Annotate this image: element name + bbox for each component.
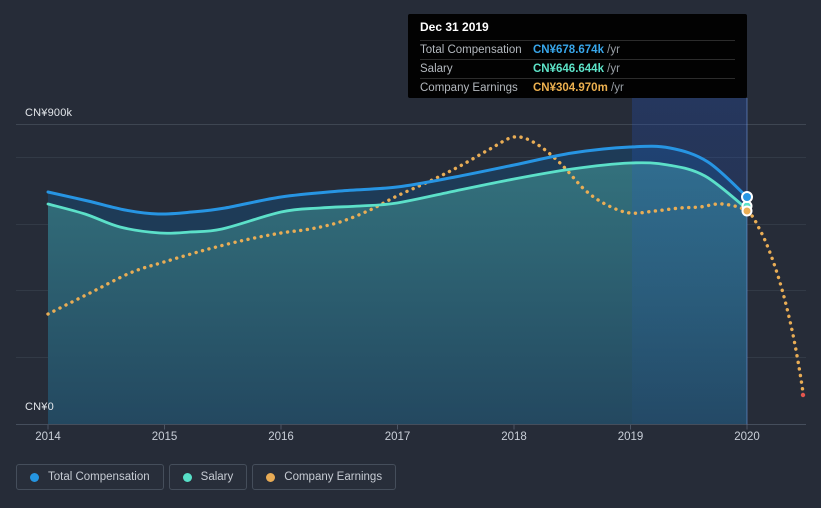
- salary-area: [48, 162, 747, 425]
- tooltip-row-label: Company Earnings: [420, 82, 518, 94]
- x-axis-label-2018: 2018: [501, 431, 527, 443]
- salary-dot-icon: [182, 472, 192, 482]
- tooltip-row-total-compensation: Total Compensation CN¥678.674k /yr: [420, 40, 735, 59]
- legend-item-label: Salary: [200, 471, 234, 483]
- total-compensation-dot-icon: [30, 472, 39, 482]
- legend-item-label: Total Compensation: [48, 471, 150, 483]
- salary-line: [46, 161, 749, 235]
- x-axis-labels: 2014 2015 2016 2017 2018 2019 2020: [0, 431, 821, 447]
- y-axis-label-zero: CN¥0: [25, 401, 54, 413]
- company-earnings-marker[interactable]: [741, 205, 753, 217]
- legend-item-label: Company Earnings: [284, 471, 383, 483]
- tooltip-row-suffix: /yr: [603, 44, 620, 56]
- tooltip-row-company-earnings: Company Earnings CN¥304.970m /yr: [420, 78, 735, 97]
- x-axis-label-2020: 2020: [734, 431, 760, 443]
- y-axis-label-max: CN¥900k: [25, 107, 73, 119]
- tooltip-row-salary: Salary CN¥646.644k /yr: [420, 59, 735, 78]
- x-axis: [16, 424, 806, 430]
- total-compensation-marker[interactable]: [741, 191, 753, 203]
- tooltip: Dec 31 2019 Total Compensation CN¥678.67…: [408, 14, 747, 98]
- tooltip-date: Dec 31 2019: [420, 20, 489, 34]
- x-axis-label-2014: 2014: [35, 431, 61, 443]
- legend-item-total-compensation[interactable]: Total Compensation: [16, 464, 164, 490]
- tooltip-row-label: Salary: [420, 63, 453, 75]
- tooltip-row-value: CN¥304.970m /yr: [533, 82, 624, 94]
- x-axis-label-2016: 2016: [268, 431, 294, 443]
- tooltip-row-value: CN¥646.644k /yr: [533, 63, 620, 75]
- legend-item-company-earnings[interactable]: Company Earnings: [252, 464, 397, 490]
- earnings-end-red-dot: [800, 392, 806, 398]
- tooltip-row-label: Total Compensation: [420, 44, 522, 56]
- x-axis-label-2015: 2015: [151, 431, 178, 443]
- company-earnings-dot-icon: [266, 472, 276, 482]
- tooltip-row-suffix: /yr: [607, 82, 624, 94]
- tooltip-row-suffix: /yr: [603, 63, 620, 75]
- total-compensation-line: [46, 144, 749, 216]
- legend: Total Compensation Salary Company Earnin…: [16, 464, 397, 490]
- tooltip-row-value: CN¥678.674k /yr: [533, 44, 620, 56]
- x-axis-label-2019: 2019: [617, 431, 644, 443]
- x-axis-label-2017: 2017: [384, 431, 411, 443]
- legend-item-salary[interactable]: Salary: [168, 464, 248, 490]
